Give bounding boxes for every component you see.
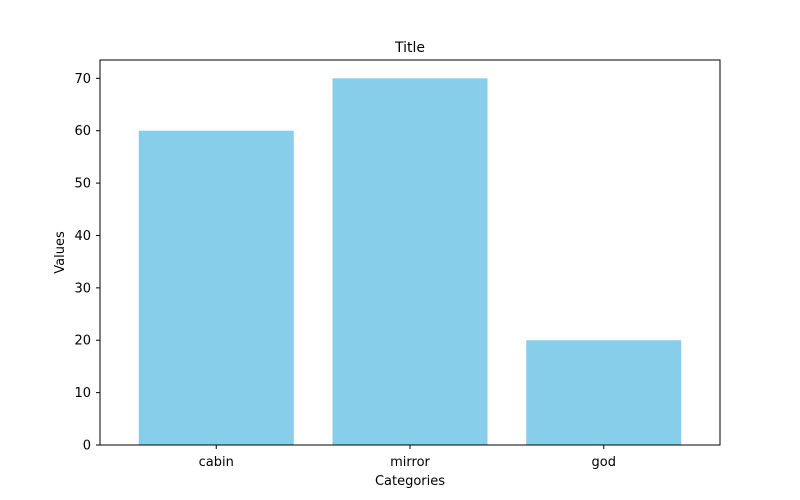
x-tick-label: cabin bbox=[199, 455, 234, 470]
x-axis-label: Categories bbox=[375, 474, 445, 489]
x-tick-label: god bbox=[592, 455, 616, 470]
bar-god bbox=[526, 340, 682, 445]
y-tick-label: 40 bbox=[74, 229, 91, 244]
x-ticks-group: cabin mirror god bbox=[199, 445, 616, 470]
y-tick-label: 10 bbox=[74, 386, 91, 401]
bar-cabin bbox=[138, 130, 294, 445]
y-tick-label: 30 bbox=[74, 281, 91, 296]
plot-frame bbox=[99, 59, 721, 446]
y-tick-label: 0 bbox=[83, 439, 91, 454]
y-tick-label: 60 bbox=[74, 124, 91, 139]
y-tick-label: 50 bbox=[74, 177, 91, 192]
y-axis-label: Values bbox=[53, 231, 68, 274]
y-tick-label: 70 bbox=[74, 72, 91, 87]
y-ticks-group: 0 10 20 30 40 50 60 70 bbox=[74, 72, 100, 454]
chart-title: Title bbox=[394, 40, 425, 56]
y-tick-label: 20 bbox=[74, 334, 91, 349]
bars-group bbox=[138, 78, 682, 445]
x-tick-label: mirror bbox=[390, 455, 430, 470]
bar-mirror bbox=[332, 78, 488, 445]
